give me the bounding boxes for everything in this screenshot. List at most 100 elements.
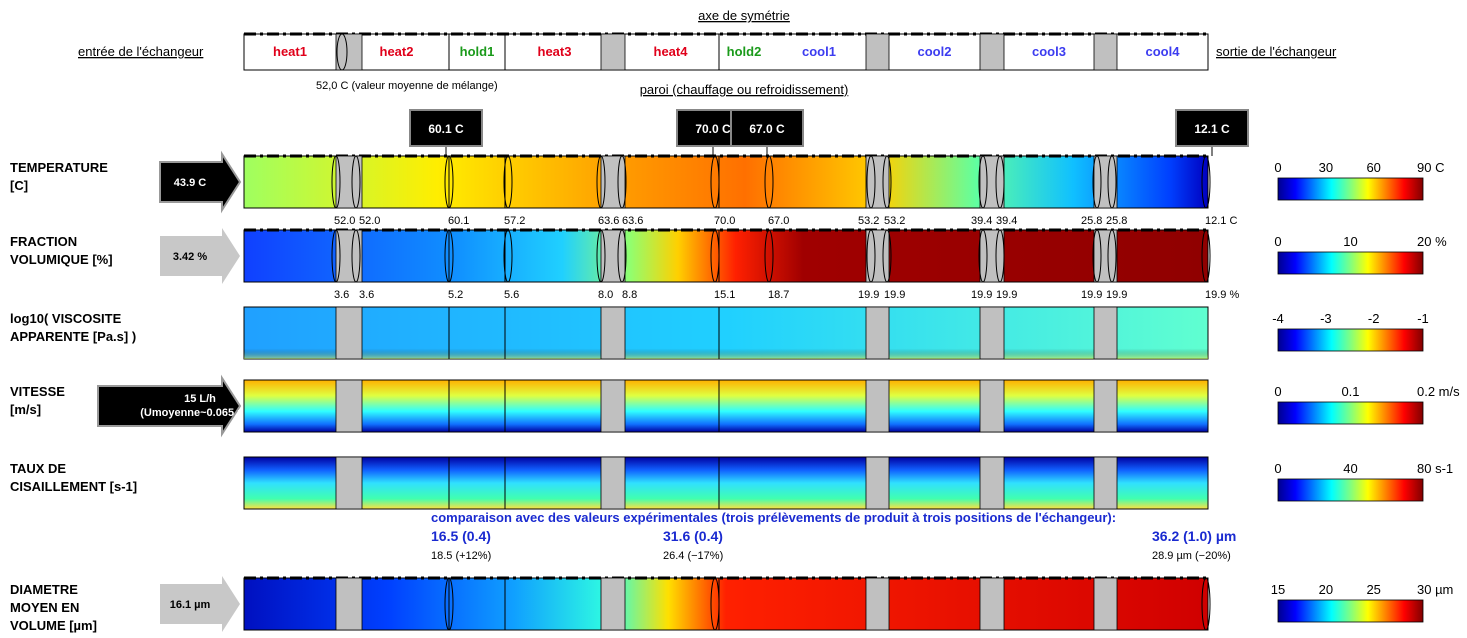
probe-ellipse — [331, 229, 341, 283]
axis-label: axe de symétrie — [698, 8, 790, 23]
probe-ellipse — [351, 155, 361, 209]
scale-tick: 0 — [1274, 461, 1281, 476]
probe-ellipse — [1201, 229, 1211, 283]
row-0: TEMPERATURE [C] 43.9 C 52.0 52.0 60.1 57.2 63.6… — [10, 150, 1444, 227]
probe-ellipse — [764, 229, 774, 283]
row-label: [C] — [10, 178, 28, 193]
scale-tick: 25 — [1366, 582, 1380, 597]
scale-tick: 20 % — [1417, 234, 1447, 249]
probe-value: 19.9 — [1081, 289, 1102, 301]
callout-box — [409, 109, 483, 147]
comparison-title: comparaison avec des valeurs expérimenta… — [431, 510, 1116, 525]
probe-value: 8.8 — [622, 289, 637, 301]
inlet-value: 15 L/h — [184, 393, 216, 405]
tube-gap — [1093, 155, 1118, 209]
inlet-value: 43.9 C — [174, 177, 206, 189]
experimental-value: 16.5 (0.4) — [431, 528, 491, 544]
header-gap — [1093, 33, 1118, 71]
tube-gap — [600, 577, 626, 631]
row-label: CISAILLEMENT [s-1] — [10, 479, 137, 494]
tube-gap — [865, 155, 890, 209]
section-label-heat3: heat3 — [538, 44, 572, 59]
row-label: MOYEN EN — [10, 600, 79, 615]
probe-value: 67.0 — [768, 215, 789, 227]
tube-gap — [335, 456, 363, 510]
scale-tick: 0 — [1274, 160, 1281, 175]
row-1: FRACTION VOLUMIQUE [%] 3.42 % 3.6 3.6 5.2 5.6 8… — [10, 228, 1447, 301]
tube-gap — [600, 379, 626, 433]
probe-ellipse — [1092, 155, 1102, 209]
probe-value: 63.6 — [598, 215, 619, 227]
probe-value: 18.7 — [768, 289, 789, 301]
tube-gap — [979, 306, 1005, 360]
tube-gap — [979, 577, 1005, 631]
scale-tick: 30 µm — [1417, 582, 1453, 597]
row-label: VOLUMIQUE [%] — [10, 252, 113, 267]
tube-gap — [979, 456, 1005, 510]
outlet-label: sortie de l'échangeur — [1216, 44, 1337, 59]
probe-ellipse — [882, 229, 892, 283]
probe-ellipse — [978, 229, 988, 283]
section-label-cool3: cool3 — [1032, 44, 1066, 59]
row-label: TAUX DE — [10, 461, 66, 476]
callout-box — [1175, 109, 1249, 147]
tube-shading — [244, 307, 1208, 359]
callout-value: 67.0 C — [749, 122, 785, 136]
probe-ellipse — [596, 155, 606, 209]
scale-tick: 90 C — [1417, 160, 1444, 175]
probe-ellipse — [444, 577, 454, 631]
color-scale — [1277, 328, 1424, 352]
probe-value: 19.9 — [971, 289, 992, 301]
probe-ellipse — [503, 229, 513, 283]
probe-ellipse — [710, 155, 720, 209]
row-label: FRACTION — [10, 234, 77, 249]
probe-value: 25.8 — [1106, 215, 1127, 227]
tube-gap — [1093, 379, 1118, 433]
scale-tick: 20 — [1319, 582, 1333, 597]
probe-value: 53.2 — [858, 215, 879, 227]
section-label-cool2: cool2 — [918, 44, 952, 59]
probe-value: 5.2 — [448, 289, 463, 301]
probe-value: 60.1 — [448, 215, 469, 227]
probe-ellipse — [764, 155, 774, 209]
inlet-value: 3.42 % — [173, 251, 207, 263]
probe-value: 12.1 C — [1205, 215, 1237, 227]
color-scale — [1277, 251, 1424, 275]
header-gap — [865, 33, 890, 71]
section-label-cool4: cool4 — [1146, 44, 1181, 59]
probe-ellipse — [444, 155, 454, 209]
row-label: APPARENTE [Pa.s] ) — [10, 329, 136, 344]
probe-ellipse — [1201, 577, 1211, 631]
callout-value: 60.1 C — [428, 122, 464, 136]
tube-gap — [865, 577, 890, 631]
tube-gap — [979, 155, 1005, 209]
inlet-value: 16.1 µm — [170, 599, 211, 611]
probe-value: 70.0 — [714, 215, 735, 227]
scale-tick: 0 — [1274, 234, 1281, 249]
tube-gap — [1093, 456, 1118, 510]
header-gap — [600, 33, 626, 71]
section-label-heat2: heat2 — [380, 44, 414, 59]
inlet-arrow — [160, 228, 240, 284]
tube-body — [243, 379, 1209, 433]
row-2: log10( VISCOSITE APPARENTE [Pa.s] ) -4 -3 -2… — [10, 306, 1429, 360]
probe-value: 53.2 — [884, 215, 905, 227]
color-scale — [1277, 599, 1424, 623]
row-label: VOLUME [µm] — [10, 618, 97, 633]
tube-gap — [335, 379, 363, 433]
tube-gap — [1093, 229, 1118, 283]
probe-ellipse — [331, 155, 341, 209]
probe-value: 19.9 % — [1205, 289, 1239, 301]
scale-tick: 10 — [1343, 234, 1357, 249]
probe-value: 39.4 — [971, 215, 992, 227]
scale-tick: -2 — [1368, 311, 1380, 326]
probe-ellipse — [444, 229, 454, 283]
probe-ellipse — [710, 577, 720, 631]
inlet-value: (Umoyenne~0.065 m/s) — [140, 407, 260, 419]
section-label-heat4: heat4 — [654, 44, 689, 59]
tube-gap — [600, 456, 626, 510]
probe-ellipse — [1092, 229, 1102, 283]
probe-ellipse — [866, 229, 876, 283]
probe-value: 8.0 — [598, 289, 613, 301]
